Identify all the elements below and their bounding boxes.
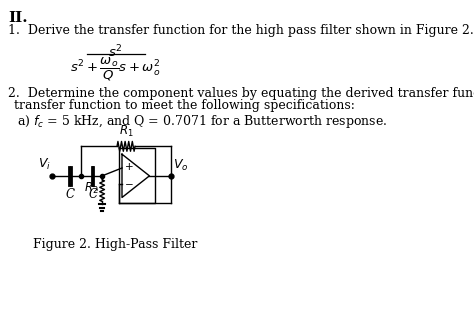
Text: −: −	[125, 180, 134, 190]
Text: $s^2 + \dfrac{\omega_o}{Q}s + \omega_o^2$: $s^2 + \dfrac{\omega_o}{Q}s + \omega_o^2…	[70, 56, 160, 83]
Text: +: +	[125, 162, 134, 172]
Text: 1.  Derive the transfer function for the high pass filter shown in Figure 2.  Th: 1. Derive the transfer function for the …	[9, 24, 474, 37]
Text: II.: II.	[9, 11, 28, 25]
Text: transfer function to meet the following specifications:: transfer function to meet the following …	[14, 99, 355, 112]
Text: $R_1$: $R_1$	[118, 124, 133, 140]
Text: $V_i$: $V_i$	[38, 157, 51, 172]
Text: 2.  Determine the component values by equating the derived transfer function to : 2. Determine the component values by equ…	[9, 88, 474, 100]
Text: $R_2$: $R_2$	[84, 181, 98, 196]
Text: Figure 2. High-Pass Filter: Figure 2. High-Pass Filter	[33, 238, 197, 251]
Text: $V_o$: $V_o$	[173, 158, 189, 173]
Text: C: C	[65, 188, 74, 201]
Text: C: C	[88, 188, 97, 201]
Text: $s^2$: $s^2$	[108, 44, 122, 61]
Text: a) $f_c$ = 5 kHz, and Q = 0.7071 for a Butterworth response.: a) $f_c$ = 5 kHz, and Q = 0.7071 for a B…	[17, 113, 387, 130]
